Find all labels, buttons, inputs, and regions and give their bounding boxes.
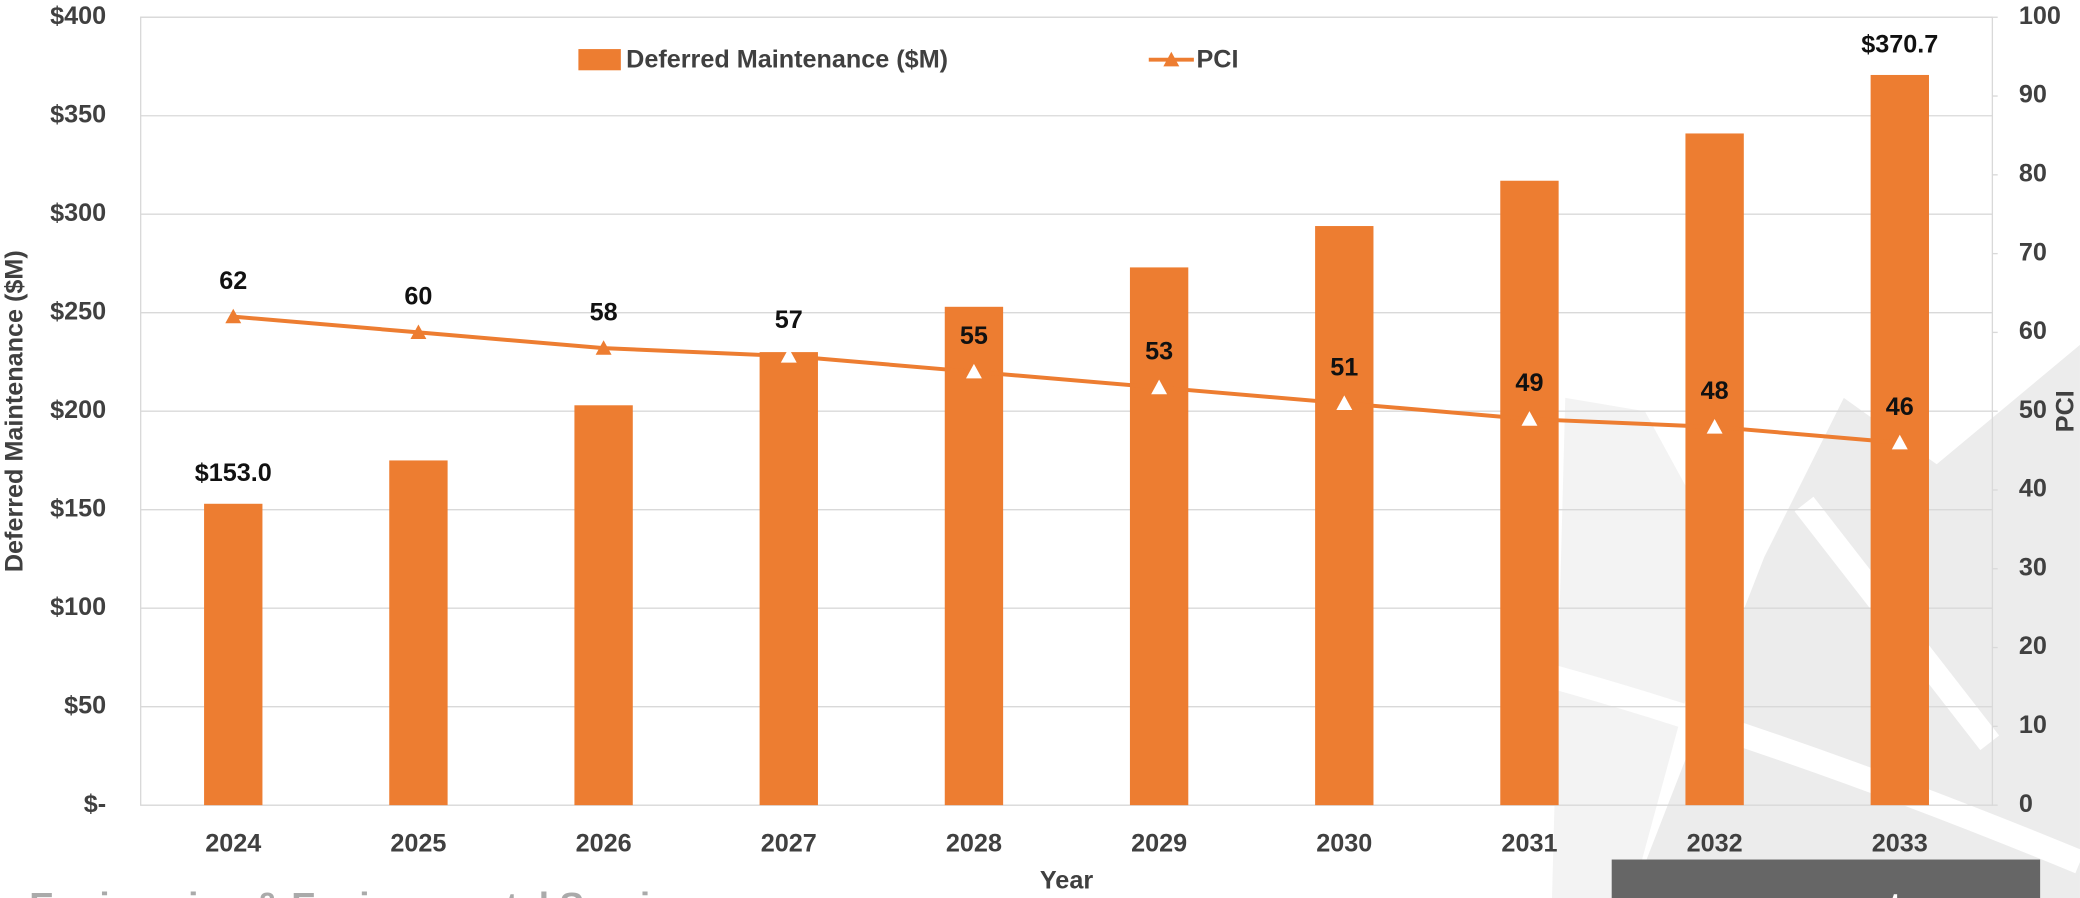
footer-right: www.ncenet.com <box>1685 884 1988 898</box>
marker <box>1891 434 1908 450</box>
marker <box>410 324 427 340</box>
y2-tick-label: 50 <box>2019 396 2047 424</box>
x-tick-label: 2025 <box>390 830 446 858</box>
x-axis-title: Year <box>1040 867 1093 895</box>
y-tick-label: $250 <box>50 297 106 325</box>
data-label: $153.0 <box>195 459 272 487</box>
bar <box>759 352 818 806</box>
data-label: 49 <box>1515 369 1543 397</box>
bar <box>574 405 633 806</box>
y2-tick-label: 30 <box>2019 553 2047 581</box>
y-tick-label: $100 <box>50 593 106 621</box>
y-tick-label: $300 <box>50 199 106 227</box>
marker <box>1336 395 1353 410</box>
x-tick-label: 2028 <box>946 830 1002 858</box>
y2-axis-title: PCI <box>2051 390 2079 432</box>
watermark <box>1552 344 2080 898</box>
data-label: 51 <box>1330 353 1358 381</box>
marker <box>780 348 797 363</box>
data-label: $370.7 <box>1861 30 1938 58</box>
y-tick-label: $350 <box>50 100 106 128</box>
marker <box>1521 411 1538 426</box>
y-tick-label: $400 <box>50 2 106 30</box>
x-tick-label: 2029 <box>1131 830 1187 858</box>
bar <box>389 460 448 806</box>
y2-tick-label: 100 <box>2019 2 2061 30</box>
y-tick-label: $150 <box>50 494 106 522</box>
y-tick-label: $- <box>84 790 106 818</box>
bar <box>944 306 1004 806</box>
y2-tick-label: 40 <box>2019 475 2047 503</box>
x-tick-label: 2033 <box>1872 830 1928 858</box>
y2-tick-label: 70 <box>2019 238 2047 266</box>
bar <box>1685 133 1744 806</box>
y2-tick-label: 80 <box>2019 159 2047 187</box>
marker <box>595 340 612 355</box>
data-label: 58 <box>590 298 618 326</box>
x-tick-label: 2027 <box>761 830 817 858</box>
y2-tick-label: 90 <box>2019 81 2047 109</box>
y-tick-label: $50 <box>64 691 106 719</box>
data-label: 48 <box>1701 377 1729 405</box>
marker <box>1706 418 1723 434</box>
data-label: 53 <box>1145 338 1173 366</box>
data-label: 62 <box>219 267 247 295</box>
marker <box>965 363 982 379</box>
y2-tick-label: 60 <box>2019 317 2047 345</box>
line <box>233 314 1900 445</box>
legend-label: Deferred Maintenance ($M) <box>626 46 948 74</box>
bar <box>1500 180 1559 806</box>
plot: $-$50$100$150$200$250$300$350$4000102030… <box>50 2 2061 858</box>
legend-label: PCI <box>1197 46 1239 74</box>
data-label: 57 <box>775 306 803 334</box>
legend-marker <box>1163 51 1180 67</box>
x-tick-label: 2024 <box>205 830 261 858</box>
bar <box>1315 226 1374 806</box>
y2-tick-label: 10 <box>2019 711 2047 739</box>
x-tick-label: 2026 <box>576 830 632 858</box>
footer-band <box>1611 859 2041 898</box>
data-label: 46 <box>1886 393 1914 421</box>
marker <box>1151 379 1168 395</box>
y2-tick-label: 20 <box>2019 632 2047 660</box>
x-tick-label: 2032 <box>1687 830 1743 858</box>
y-tick-label: $200 <box>50 396 106 424</box>
bar <box>1129 267 1189 806</box>
legend-swatch <box>578 49 621 71</box>
data-label: 55 <box>960 322 988 350</box>
marker <box>225 308 242 324</box>
y-axis-title: Deferred Maintenance ($M) <box>1 250 29 572</box>
x-tick-label: 2030 <box>1316 830 1372 858</box>
y2-tick-label: 0 <box>2019 790 2033 818</box>
footer-left: Engineering & Environmental Services <box>29 884 712 898</box>
bar <box>204 503 263 806</box>
x-tick-label: 2031 <box>1501 830 1557 858</box>
data-label: 60 <box>404 283 432 311</box>
